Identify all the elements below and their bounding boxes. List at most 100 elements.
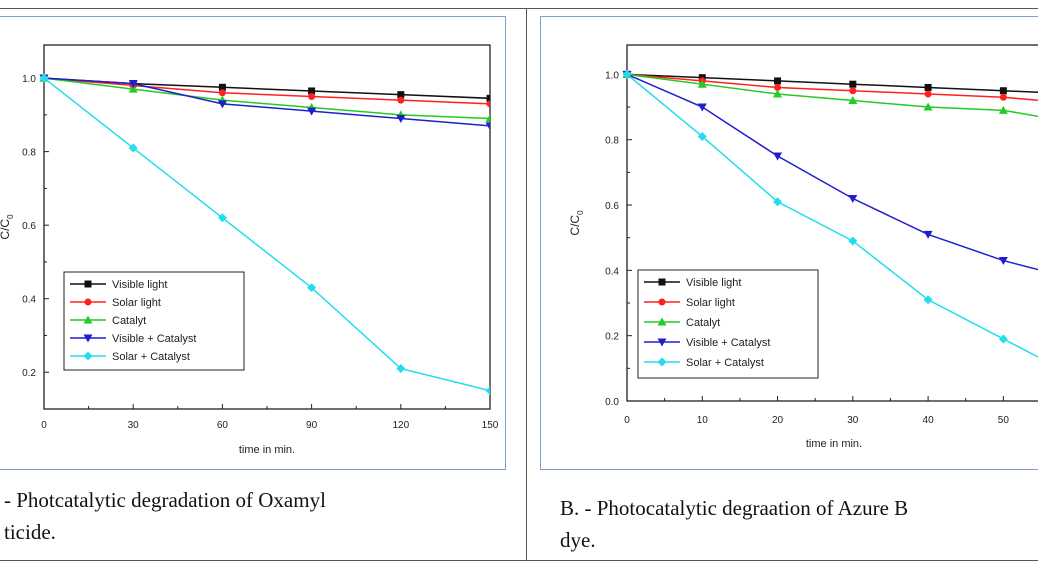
data-point xyxy=(998,257,1008,266)
legend-marker xyxy=(657,357,667,367)
y-axis-label: C/C0 xyxy=(568,210,585,236)
legend-marker xyxy=(83,351,93,361)
x-tick-label: 120 xyxy=(392,420,409,431)
bottom-rule xyxy=(0,560,1038,561)
data-point xyxy=(848,96,858,105)
data-point xyxy=(697,103,707,112)
data-point xyxy=(773,89,783,98)
series-solar-catalyst xyxy=(39,73,490,396)
series-line xyxy=(43,77,490,120)
top-rule xyxy=(0,8,1038,9)
x-axis-label: time in min. xyxy=(239,444,295,456)
chart-oxamyl: 0.2 0.4 0.6 0.8 1.0 0 30 60 90 120 150 time in min.… xyxy=(0,44,499,456)
series-line xyxy=(43,77,490,392)
x-tick-label: 30 xyxy=(847,415,859,426)
caption-azure-line2: dye. xyxy=(560,528,596,552)
data-point xyxy=(308,92,316,100)
data-point xyxy=(485,122,490,131)
data-point xyxy=(697,131,707,141)
caption-oxamyl-line2: ticide. xyxy=(4,520,56,544)
legend-box xyxy=(637,269,819,379)
data-point xyxy=(217,100,227,109)
y-tick-label: 0.2 xyxy=(605,332,619,343)
data-point xyxy=(774,77,782,85)
data-point xyxy=(848,236,858,246)
legend-label: Visible light xyxy=(686,277,741,289)
data-point xyxy=(924,83,932,91)
legend-label: Solar + Catalyst xyxy=(112,351,190,363)
data-point xyxy=(774,83,782,91)
legend-entry: Solar + Catalyst xyxy=(70,351,190,363)
data-point xyxy=(849,80,857,88)
series-catalyst xyxy=(622,69,1038,118)
data-point xyxy=(999,93,1007,101)
caption-oxamyl: - Photcatalytic degradation of Oxamyl ti… xyxy=(4,484,326,548)
legend-entry: Solar light xyxy=(644,297,735,309)
series-solar-catalyst xyxy=(622,69,1038,358)
legend-label: Solar light xyxy=(112,297,161,309)
x-tick-label: 0 xyxy=(41,420,47,431)
plot-area xyxy=(626,44,1038,402)
caption-azure-line1: B. - Photocatalytic degraation of Azure … xyxy=(560,496,909,520)
legend-label: Solar + Catalyst xyxy=(686,357,764,369)
series-visible-catalyst xyxy=(622,70,1038,271)
data-point xyxy=(849,87,857,95)
data-point xyxy=(848,195,858,204)
data-point xyxy=(128,84,138,93)
x-tick-label: 150 xyxy=(482,420,499,431)
x-tick-label: 50 xyxy=(998,415,1010,426)
legend-marker xyxy=(657,338,667,347)
legend-entry: Visible light xyxy=(70,279,167,291)
data-point xyxy=(218,83,226,91)
legend-entry: Catalyt xyxy=(70,315,146,327)
legend-entry: Visible light xyxy=(644,277,741,289)
series-catalyst xyxy=(39,73,490,123)
legend-label: Visible light xyxy=(112,279,167,291)
legend-marker xyxy=(657,317,667,326)
x-tick-label: 10 xyxy=(697,415,709,426)
data-point xyxy=(307,107,317,116)
y-tick-label: 0.4 xyxy=(22,295,36,306)
legend-box xyxy=(63,271,245,371)
data-point xyxy=(396,364,406,374)
legend-entry: Visible + Catalyst xyxy=(644,337,770,349)
legend-marker xyxy=(83,315,93,324)
x-tick-label: 60 xyxy=(217,420,229,431)
data-point xyxy=(486,100,490,108)
x-tick-label: 20 xyxy=(772,415,784,426)
legend-marker xyxy=(84,298,92,306)
series-visible xyxy=(40,74,490,102)
series-solar xyxy=(40,74,490,108)
legend-label: Visible + Catalyst xyxy=(686,337,770,349)
chart-azure: 0.0 0.2 0.4 0.6 0.8 1.0 0 10 20 30 40 50 time in min… xyxy=(568,44,1038,450)
data-point xyxy=(924,90,932,98)
data-point xyxy=(396,115,406,124)
data-point xyxy=(923,102,933,111)
legend-entry: Catalyt xyxy=(644,317,720,329)
y-tick-label: 1.0 xyxy=(605,70,619,81)
data-point xyxy=(923,230,933,239)
legend-label: Solar light xyxy=(686,297,735,309)
data-point xyxy=(773,197,783,207)
y-tick-label: 0.8 xyxy=(605,136,619,147)
y-tick-label: 0.2 xyxy=(22,368,36,379)
chart-panel-oxamyl: 0.2 0.4 0.6 0.8 1.0 0 30 60 90 120 150 time in min.… xyxy=(0,16,506,470)
y-tick-label: 0.0 xyxy=(605,397,619,408)
data-point xyxy=(308,87,316,95)
legend-label: Catalyt xyxy=(112,315,146,327)
series-visible xyxy=(623,70,1038,95)
series-line xyxy=(626,73,1038,118)
data-point xyxy=(773,152,783,161)
series-line xyxy=(626,73,1038,271)
legend: Visible light Solar light Catalyt Visible +… xyxy=(63,271,245,371)
legend-label: Visible + Catalyst xyxy=(112,333,196,345)
x-tick-label: 90 xyxy=(306,420,318,431)
data-point xyxy=(128,80,138,89)
data-point xyxy=(998,334,1008,344)
x-tick-label: 30 xyxy=(128,420,140,431)
y-tick-label: 0.4 xyxy=(605,266,619,277)
data-point xyxy=(998,105,1008,114)
y-tick-label: 0.6 xyxy=(605,201,619,212)
data-point xyxy=(217,213,227,223)
